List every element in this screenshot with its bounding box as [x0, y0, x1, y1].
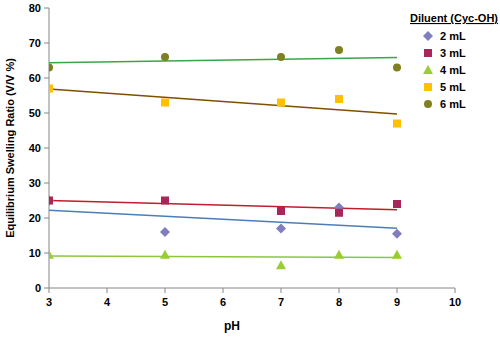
data-point: [392, 229, 402, 239]
x-tick: [339, 288, 340, 293]
trend-line: [49, 89, 397, 114]
trend-line: [49, 256, 397, 258]
data-point: [393, 120, 401, 128]
data-point: [161, 99, 169, 107]
data-point: [161, 53, 169, 61]
legend-label: 3 mL: [440, 47, 466, 59]
data-point: [160, 250, 170, 259]
x-tick-label: 9: [394, 296, 400, 308]
y-tick: [44, 183, 49, 184]
x-axis: [49, 288, 455, 289]
x-axis-label: pH: [224, 319, 240, 333]
data-point: [277, 207, 285, 215]
x-tick: [397, 288, 398, 293]
trend-line: [49, 201, 397, 210]
y-tick-label: 60: [29, 72, 41, 84]
x-tick-label: 5: [162, 296, 168, 308]
x-tick: [165, 288, 166, 293]
x-tick: [49, 288, 50, 293]
y-tick-label: 50: [29, 107, 41, 119]
x-tick: [107, 288, 108, 293]
x-tick-label: 7: [278, 296, 284, 308]
y-tick: [44, 288, 49, 289]
y-axis-label: Equilibrium Swelling Ratio (V/V %): [4, 58, 16, 238]
x-tick-label: 8: [336, 296, 342, 308]
legend-label: 5 mL: [440, 81, 466, 93]
x-tick-label: 6: [220, 296, 226, 308]
data-point: [49, 196, 54, 206]
y-tick-label: 80: [29, 2, 41, 14]
y-tick-label: 30: [29, 177, 41, 189]
y-tick-label: 40: [29, 142, 41, 154]
x-tick: [455, 288, 456, 293]
data-point: [392, 250, 402, 259]
trend-line: [49, 58, 397, 63]
trend-line: [49, 210, 397, 228]
data-point: [276, 260, 286, 269]
y-tick-label: 0: [35, 282, 41, 294]
legend-marker: [423, 31, 433, 41]
x-tick-label: 10: [449, 296, 461, 308]
y-tick-label: 20: [29, 212, 41, 224]
y-tick: [44, 8, 49, 9]
y-tick: [44, 218, 49, 219]
y-tick-label: 10: [29, 247, 41, 259]
data-point: [49, 250, 54, 259]
y-tick: [44, 43, 49, 44]
data-point: [335, 209, 343, 217]
legend-marker: [424, 100, 432, 108]
data-point: [49, 85, 53, 93]
legend-marker: [424, 83, 432, 91]
legend-label: 2 mL: [440, 30, 466, 42]
data-point: [276, 224, 286, 234]
legend-marker: [423, 65, 433, 74]
y-tick: [44, 148, 49, 149]
data-point: [335, 95, 343, 103]
y-tick: [44, 78, 49, 79]
legend-label: 6 mL: [440, 98, 466, 110]
data-point: [334, 250, 344, 259]
data-point: [335, 46, 343, 54]
data-point: [277, 53, 285, 61]
data-point: [161, 197, 169, 205]
y-tick: [44, 253, 49, 254]
x-tick-label: 4: [104, 296, 111, 308]
data-point: [49, 64, 53, 72]
data-point: [393, 200, 401, 208]
data-point: [49, 197, 53, 205]
data-point: [160, 227, 170, 237]
legend-title: Diluent (Cyc-OH): [410, 12, 498, 24]
legend-marker: [424, 49, 432, 57]
data-point: [393, 64, 401, 72]
data-point: [277, 99, 285, 107]
x-tick: [281, 288, 282, 293]
x-tick: [223, 288, 224, 293]
x-tick-label: 3: [46, 296, 52, 308]
y-tick-label: 70: [29, 37, 41, 49]
legend-label: 4 mL: [440, 64, 466, 76]
y-tick: [44, 113, 49, 114]
plot-area: [49, 46, 402, 269]
